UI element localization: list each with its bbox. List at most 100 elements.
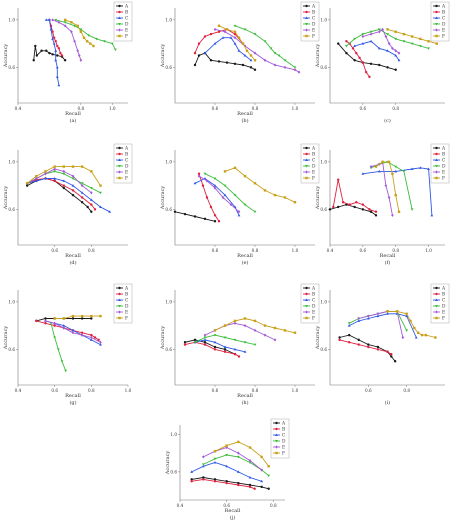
data-point [233, 338, 237, 342]
data-point [427, 47, 430, 50]
data-point [243, 324, 247, 328]
series-F [386, 310, 437, 339]
legend-entry: E [442, 311, 445, 316]
data-point [87, 34, 91, 37]
data-point [25, 184, 29, 187]
data-point [410, 167, 414, 170]
legend-marker [275, 427, 278, 431]
data-point [394, 165, 398, 169]
series-line [339, 339, 392, 355]
data-point [273, 326, 277, 330]
data-point [62, 165, 66, 168]
data-point [386, 33, 389, 36]
legend-marker [118, 34, 121, 38]
data-point [52, 42, 56, 45]
x-tick-label: 0.8 [270, 503, 277, 508]
data-point [361, 42, 365, 45]
data-point [57, 83, 61, 87]
data-point [357, 343, 360, 346]
series-B [338, 338, 393, 356]
data-point [76, 24, 79, 28]
data-point [241, 42, 245, 45]
x-tick-label: 0.6 [51, 248, 58, 253]
data-point [233, 321, 237, 325]
data-point [394, 68, 397, 71]
data-point [243, 203, 247, 207]
series-A [338, 333, 397, 363]
y-axis-title: Accuracy [160, 186, 166, 211]
data-point [62, 324, 66, 327]
data-point [243, 350, 247, 353]
data-point [40, 49, 43, 52]
data-point [54, 49, 58, 52]
data-point [381, 27, 384, 31]
data-point [361, 208, 365, 211]
x-tick-label: 1.0 [109, 106, 116, 111]
x-tick-label: 0.8 [252, 106, 259, 111]
series-B [190, 478, 256, 490]
data-point [236, 470, 240, 473]
data-point [193, 63, 197, 67]
data-point [248, 446, 252, 449]
data-point [53, 167, 56, 171]
legend-entry: A [124, 5, 129, 10]
data-point [63, 21, 67, 24]
data-point [223, 30, 227, 34]
data-point [55, 75, 59, 78]
series-line [46, 19, 60, 86]
data-point [364, 70, 368, 74]
series-D [54, 18, 117, 52]
data-point [90, 317, 93, 320]
data-point [253, 33, 257, 36]
data-point [71, 314, 75, 318]
data-point [394, 30, 397, 33]
data-point [253, 51, 257, 55]
series-D [193, 334, 257, 347]
series-F [53, 314, 102, 320]
legend-marker [435, 146, 438, 150]
data-point [193, 51, 197, 55]
legend-marker [118, 165, 121, 168]
legend-entry: C [125, 17, 129, 22]
legend-marker [275, 445, 278, 449]
series-line [184, 339, 236, 355]
data-point [243, 28, 247, 31]
data-point [183, 212, 187, 216]
legend-box [113, 1, 133, 42]
series-line [203, 454, 269, 476]
legend-entry: A [311, 287, 316, 292]
legend-entry: F [442, 317, 445, 322]
series-line [387, 310, 436, 338]
data-point [369, 165, 373, 169]
data-point [418, 45, 422, 48]
data-point [374, 210, 378, 213]
data-point [353, 37, 357, 41]
data-point [225, 464, 229, 468]
x-axis-title: Recall [237, 253, 253, 259]
data-point [76, 49, 80, 53]
data-point [237, 210, 241, 214]
data-point [79, 28, 83, 31]
data-point [248, 483, 252, 487]
data-point [217, 30, 221, 33]
data-point [229, 36, 233, 39]
legend-marker [305, 28, 308, 32]
legend-marker [118, 10, 121, 14]
legend-entry: F [312, 35, 315, 40]
data-point [62, 186, 66, 190]
data-point [347, 333, 351, 337]
legend-box [113, 143, 133, 184]
series-line [375, 161, 400, 212]
data-point [434, 336, 437, 339]
y-axis-title: Accuracy [315, 326, 321, 351]
legend-marker [118, 28, 121, 32]
data-point [85, 40, 89, 43]
legend-marker [305, 316, 308, 320]
series-C [190, 461, 264, 483]
data-point [233, 194, 237, 197]
x-tick-label: 0.4 [177, 503, 184, 508]
series-C [347, 312, 418, 339]
